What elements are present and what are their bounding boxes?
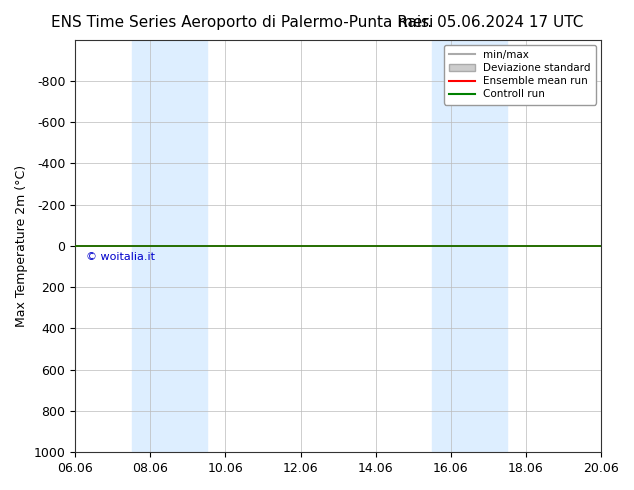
Y-axis label: Max Temperature 2m (°C): Max Temperature 2m (°C) bbox=[15, 165, 28, 327]
Text: ENS Time Series Aeroporto di Palermo-Punta Raisi: ENS Time Series Aeroporto di Palermo-Pun… bbox=[51, 15, 433, 30]
Bar bbox=[432, 40, 507, 452]
Legend: min/max, Deviazione standard, Ensemble mean run, Controll run: min/max, Deviazione standard, Ensemble m… bbox=[444, 45, 596, 104]
Text: © woitalia.it: © woitalia.it bbox=[86, 252, 155, 262]
Bar bbox=[131, 40, 207, 452]
Text: mer. 05.06.2024 17 UTC: mer. 05.06.2024 17 UTC bbox=[398, 15, 583, 30]
